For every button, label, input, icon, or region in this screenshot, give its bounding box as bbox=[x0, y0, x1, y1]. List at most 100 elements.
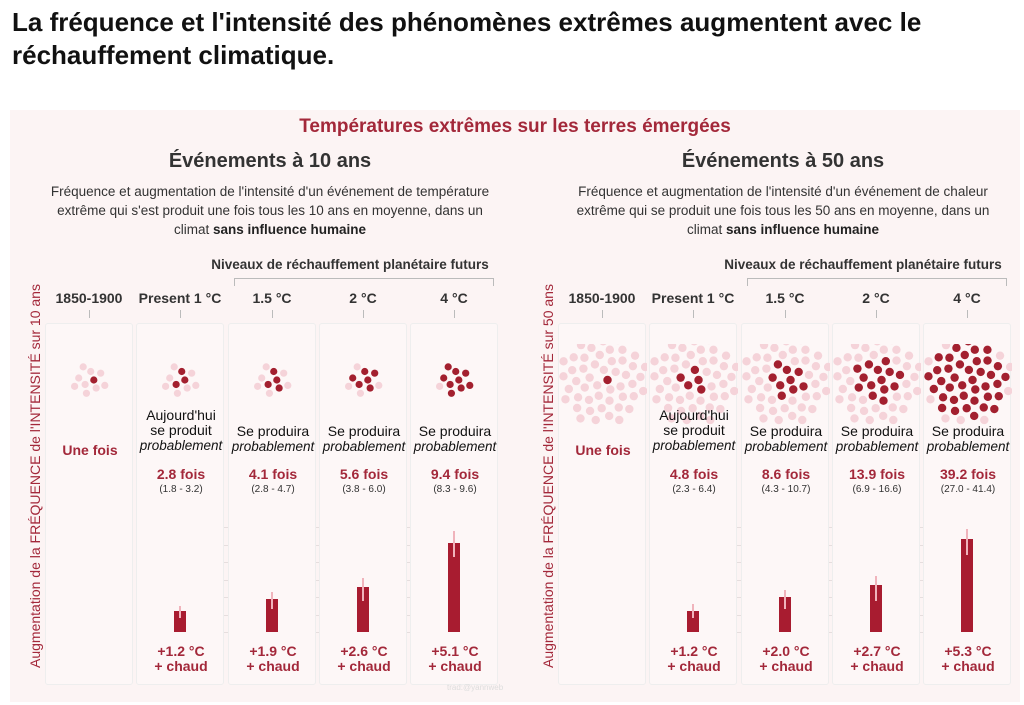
chart-subtitle: Événements à 50 ans bbox=[681, 150, 885, 172]
likelihood-line: probablement bbox=[231, 439, 315, 454]
event-dot-occurring bbox=[859, 373, 868, 382]
frequency-value: 4.8 fois bbox=[669, 466, 719, 482]
event-dot bbox=[572, 403, 582, 413]
column-tick bbox=[454, 310, 455, 318]
event-dot bbox=[744, 395, 753, 404]
event-dot bbox=[850, 344, 860, 350]
likelihood-line: Aujourd'hui bbox=[659, 407, 729, 423]
event-dot bbox=[755, 376, 764, 386]
event-dot bbox=[688, 404, 697, 413]
event-dot-occurring bbox=[964, 365, 974, 375]
event-dot bbox=[854, 353, 863, 362]
event-dot bbox=[628, 379, 637, 389]
event-dot-occurring bbox=[881, 357, 890, 366]
frequency-range: (4.3 - 10.7) bbox=[761, 484, 811, 495]
event-dot-occurring bbox=[676, 373, 685, 382]
event-dot bbox=[611, 367, 620, 377]
event-dot bbox=[833, 357, 842, 366]
event-dot bbox=[926, 395, 935, 404]
event-dot bbox=[591, 415, 600, 425]
event-dot bbox=[956, 415, 965, 425]
event-dot-occurring bbox=[466, 381, 474, 390]
event-dot bbox=[618, 392, 628, 401]
intensity-value: +5.3 °C bbox=[944, 643, 992, 659]
likelihood-line: Se produira bbox=[749, 423, 823, 439]
event-dot-occurring bbox=[964, 344, 972, 346]
event-dot-occurring bbox=[924, 372, 933, 381]
gridline bbox=[649, 597, 1011, 598]
event-dot bbox=[889, 415, 898, 425]
event-dot-occurring bbox=[273, 376, 281, 384]
event-dot bbox=[663, 376, 672, 386]
column-tick bbox=[693, 310, 694, 318]
event-dot bbox=[652, 395, 661, 404]
error-bar bbox=[453, 530, 455, 557]
event-dot bbox=[629, 391, 638, 401]
intensity-suffix: + chaud bbox=[850, 658, 904, 674]
event-dot-occurring bbox=[981, 382, 990, 391]
likelihood-label: Se produira probablement bbox=[736, 423, 836, 455]
intensity-value: +5.1 °C bbox=[431, 643, 479, 659]
column-tick bbox=[272, 310, 273, 318]
event-dot-occurring bbox=[937, 403, 947, 413]
event-dot bbox=[675, 395, 685, 405]
frequency-range: (8.3 - 9.6) bbox=[433, 484, 477, 495]
gridline bbox=[649, 579, 1011, 581]
event-dot bbox=[572, 376, 581, 386]
scenario-column: Une fois bbox=[558, 323, 647, 685]
event-dot bbox=[861, 344, 870, 353]
event-dot-occurring bbox=[952, 344, 961, 353]
event-dot bbox=[615, 415, 624, 425]
event-dot bbox=[636, 372, 645, 382]
likelihood-label: Se produira probablement bbox=[223, 424, 323, 455]
event-dot bbox=[902, 379, 911, 389]
event-dot bbox=[787, 411, 797, 421]
gridline bbox=[136, 614, 498, 616]
event-dot bbox=[614, 403, 623, 412]
likelihood-label: Se produira probablement bbox=[405, 424, 505, 455]
frequency-range: (2.3 - 6.4) bbox=[672, 484, 716, 495]
error-bar bbox=[966, 528, 968, 555]
column-header: 4 °C bbox=[953, 290, 981, 306]
event-dot bbox=[671, 353, 680, 362]
event-dot-occurring bbox=[178, 367, 186, 376]
intensity-value: +1.9 °C bbox=[249, 643, 297, 659]
event-dot bbox=[569, 353, 578, 362]
event-dot-occurring bbox=[447, 389, 456, 397]
event-dot-occurring bbox=[90, 376, 98, 384]
intensity-label: +5.3 °C + chaud bbox=[924, 644, 1012, 674]
event-dot bbox=[685, 391, 694, 400]
event-dot-occurring bbox=[455, 376, 463, 384]
event-dot-occurring bbox=[853, 364, 862, 373]
frequency-dot-cluster bbox=[924, 344, 1012, 425]
event-dot-occurring bbox=[890, 382, 899, 391]
event-dot bbox=[590, 360, 600, 369]
event-dot bbox=[879, 345, 889, 354]
event-dot bbox=[660, 353, 669, 362]
column-tick bbox=[363, 310, 364, 318]
likelihood-line: Aujourd'hui bbox=[146, 407, 216, 423]
y-axis-label: Augmentation de la FRÉQUENCE de l'INTENS… bbox=[27, 284, 43, 668]
event-dot bbox=[892, 345, 901, 354]
event-dot bbox=[667, 414, 676, 423]
event-dot-occurring bbox=[789, 385, 798, 394]
description-text: Fréquence et augmentation de l'intensité… bbox=[576, 184, 990, 237]
description-text: Fréquence et augmentation de l'intensité… bbox=[50, 184, 490, 237]
baseline-frequency: Une fois bbox=[575, 442, 631, 458]
event-dot bbox=[980, 415, 989, 425]
event-dot bbox=[838, 384, 848, 394]
event-dot-occurring bbox=[697, 385, 706, 394]
event-dot bbox=[719, 361, 729, 371]
event-dot-occurring bbox=[993, 361, 1003, 371]
event-dot bbox=[605, 396, 614, 405]
event-dot-occurring bbox=[361, 367, 369, 376]
event-dot bbox=[696, 345, 706, 354]
event-dot bbox=[709, 356, 718, 365]
frequency-value: 39.2 fois bbox=[939, 466, 997, 482]
event-dot bbox=[903, 391, 912, 401]
frequency-range: (6.9 - 16.6) bbox=[852, 484, 902, 495]
event-dot-occurring bbox=[457, 384, 465, 392]
event-dot-occurring bbox=[768, 373, 777, 382]
page-title: La fréquence et l'intensité des phénomèn… bbox=[12, 7, 922, 70]
event-dot-occurring bbox=[955, 360, 965, 369]
